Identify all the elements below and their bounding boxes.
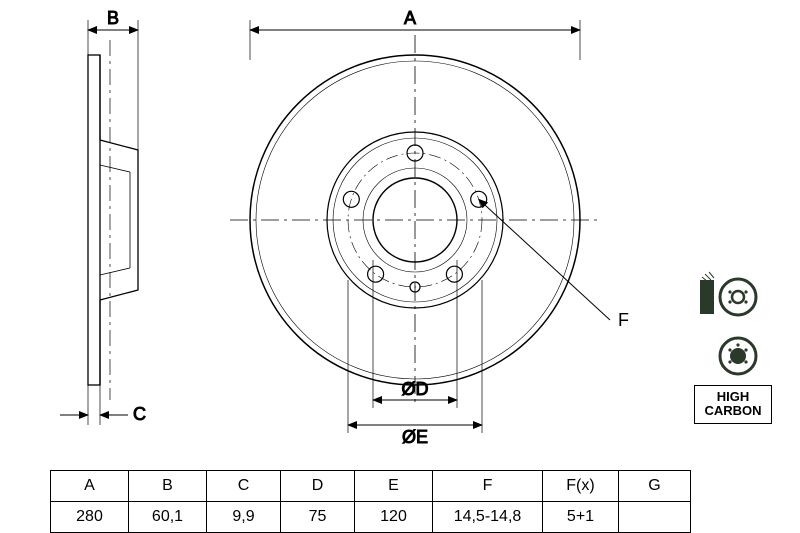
dimension-table: A B C D E F F(x) G 280 60,1 9,9 75 120 1… bbox=[50, 470, 691, 533]
col-a: A bbox=[51, 471, 129, 502]
dim-e-label: ØE bbox=[402, 427, 428, 447]
leader-f bbox=[479, 199, 610, 320]
col-c: C bbox=[207, 471, 281, 502]
val-g bbox=[619, 502, 691, 533]
val-f: 14,5-14,8 bbox=[433, 502, 543, 533]
dim-a-label: A bbox=[404, 8, 416, 28]
val-b: 60,1 bbox=[129, 502, 207, 533]
col-d: D bbox=[281, 471, 355, 502]
col-f: F bbox=[433, 471, 543, 502]
table-header-row: A B C D E F F(x) G bbox=[51, 471, 691, 502]
dim-d-label: ØD bbox=[402, 379, 429, 399]
val-e: 120 bbox=[355, 502, 433, 533]
icon-solid-disc bbox=[720, 338, 756, 374]
side-view bbox=[88, 40, 138, 400]
val-d: 75 bbox=[281, 502, 355, 533]
col-e: E bbox=[355, 471, 433, 502]
table-value-row: 280 60,1 9,9 75 120 14,5-14,8 5+1 bbox=[51, 502, 691, 533]
technical-drawing: F A B C ØD bbox=[0, 0, 800, 465]
dim-c-label: C bbox=[133, 404, 146, 424]
val-fx: 5+1 bbox=[543, 502, 619, 533]
col-fx: F(x) bbox=[543, 471, 619, 502]
front-view: F bbox=[230, 35, 629, 405]
badge-high-carbon: HIGH CARBON bbox=[694, 385, 772, 424]
val-c: 9,9 bbox=[207, 502, 281, 533]
badge-line1: HIGH bbox=[717, 389, 750, 404]
col-b: B bbox=[129, 471, 207, 502]
col-g: G bbox=[619, 471, 691, 502]
label-f: F bbox=[618, 310, 629, 330]
icon-coated bbox=[700, 272, 756, 315]
dim-b-label: B bbox=[107, 8, 119, 28]
badge-line2: CARBON bbox=[704, 403, 761, 418]
val-a: 280 bbox=[51, 502, 129, 533]
